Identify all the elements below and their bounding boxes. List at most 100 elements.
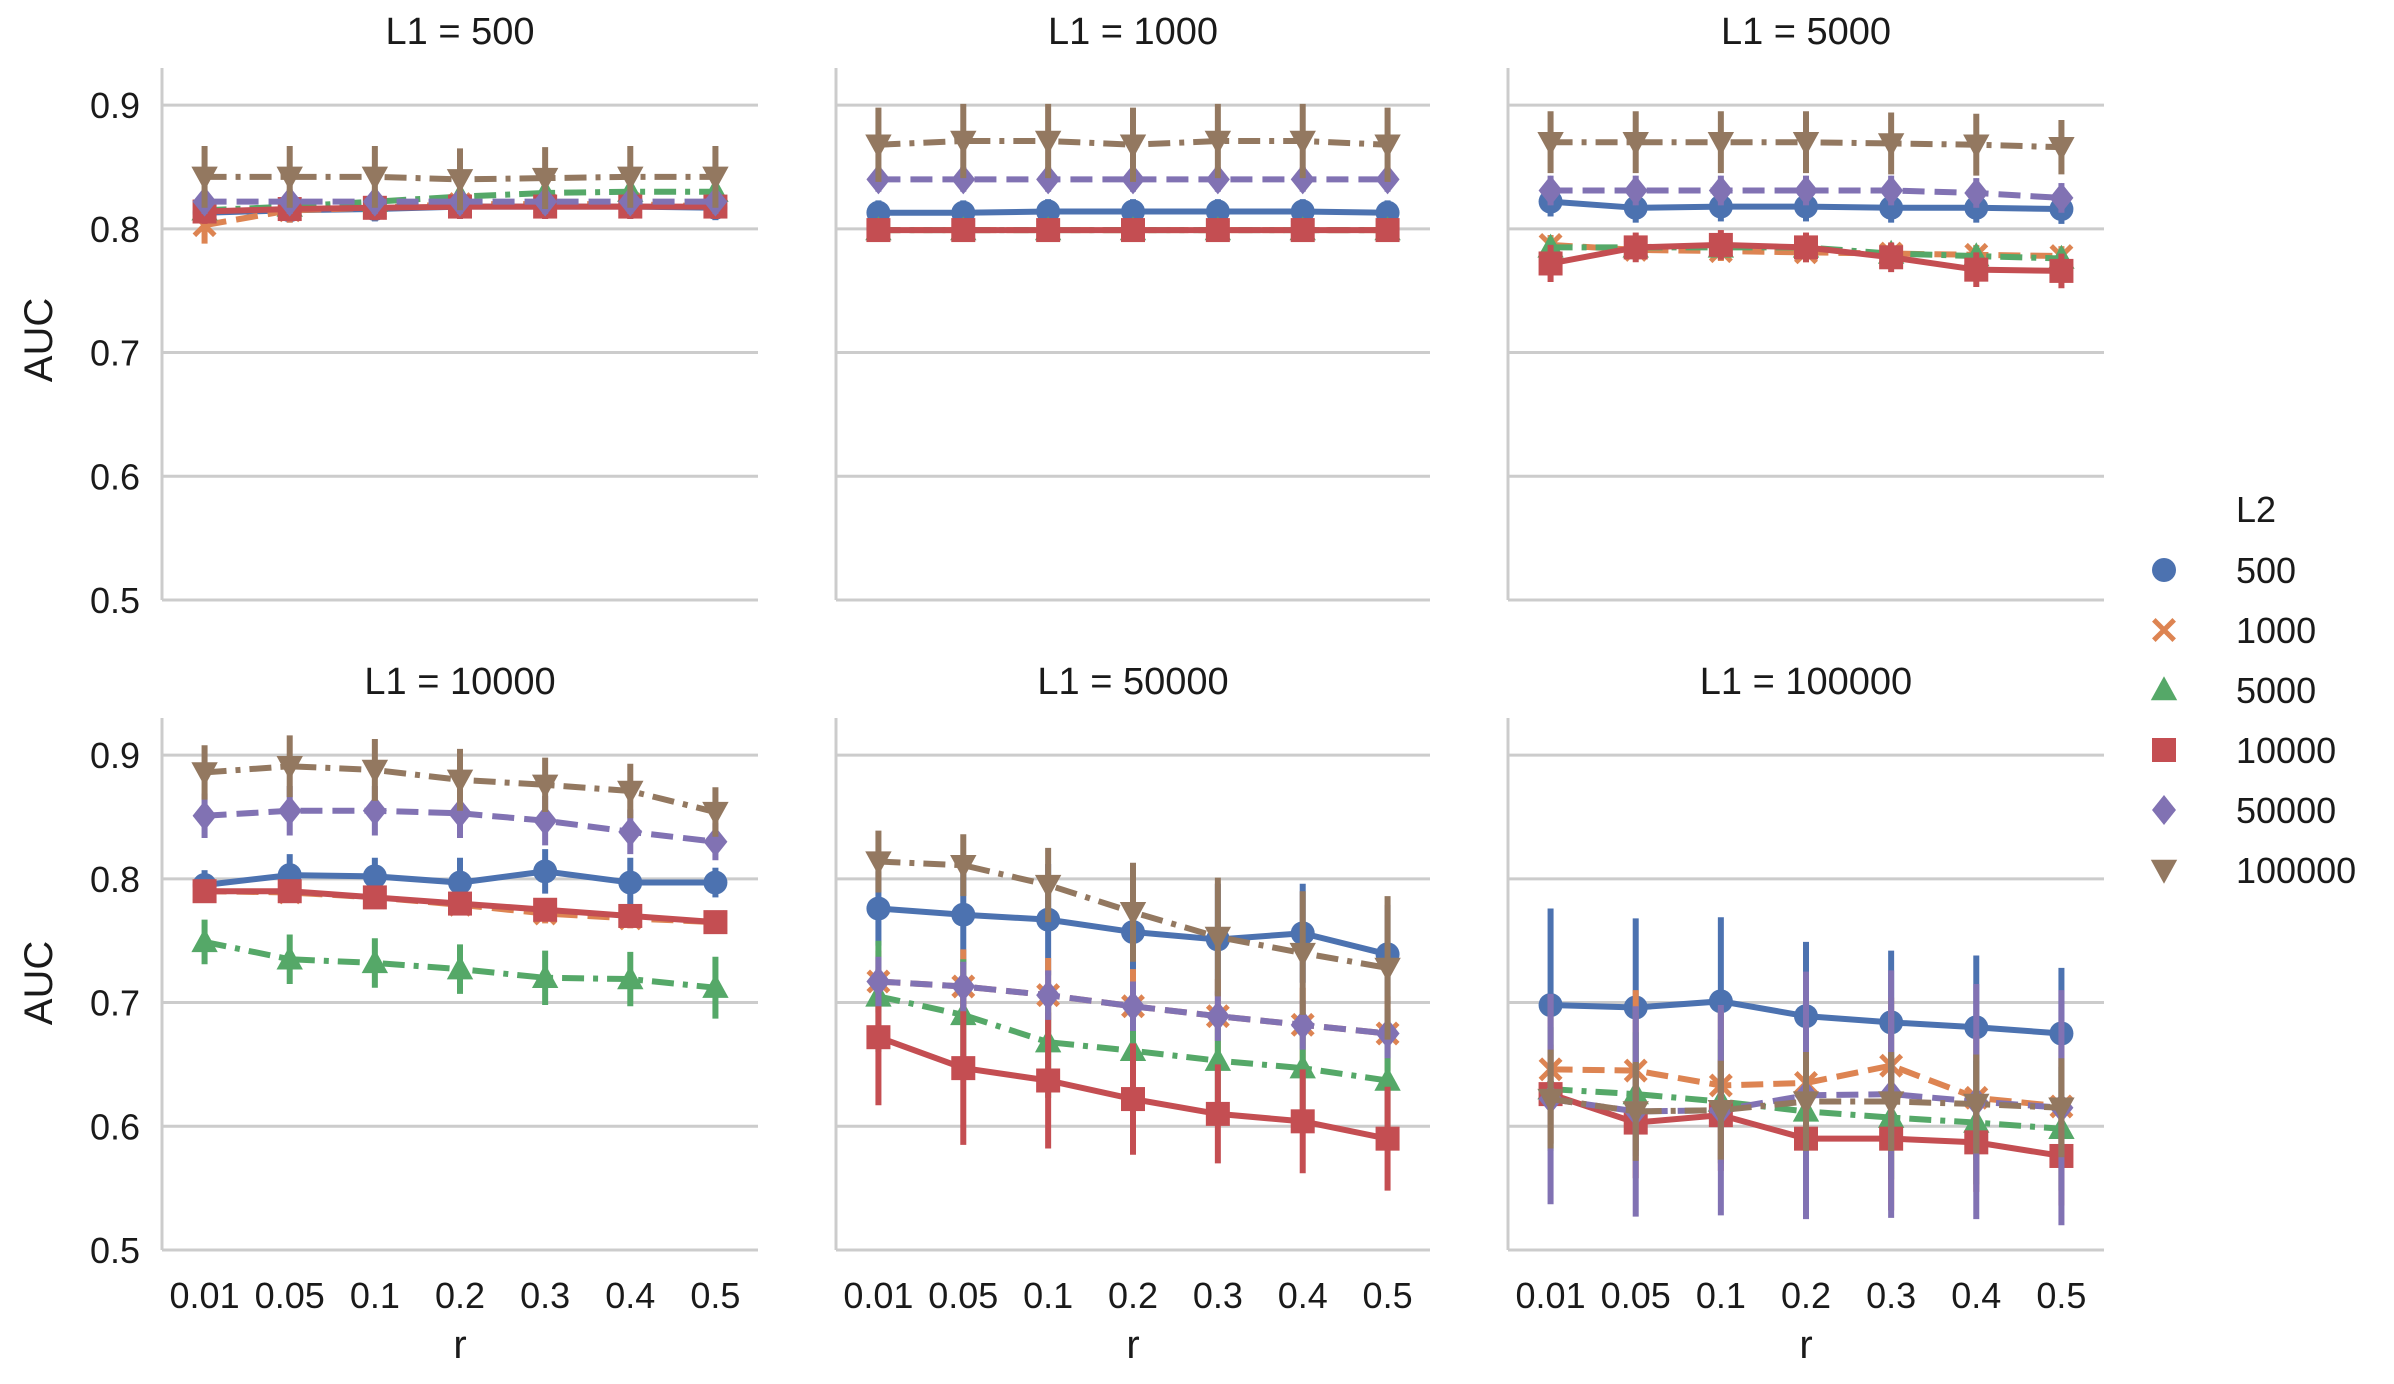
panel-title: L1 = 10000 [364,661,555,703]
y-tick-label: 0.9 [90,735,140,776]
series-10000 [1538,230,2074,289]
x-axis-label-col2: r [1126,1323,1139,1367]
x-axis-label-col3: r [1799,1323,1812,1367]
data-point [2049,182,2074,213]
x-tick-label: 0.01 [1516,1275,1586,1316]
x-tick-label: 0.1 [1696,1275,1746,1316]
x-tick-label: 0.5 [2036,1275,2086,1316]
data-point [361,166,389,191]
data-point [702,801,729,826]
series-5000 [191,919,729,1019]
data-point [362,885,387,910]
y-tick-label: 0.9 [90,85,140,126]
x-tick-label: 0.3 [1193,1275,1243,1316]
data-point [1036,218,1061,243]
data-point [1290,1009,1315,1040]
data-point [448,870,472,895]
y-tick-label: 0.7 [90,333,140,374]
legend-marker [2152,795,2176,825]
data-point [362,795,387,826]
data-point [1289,1054,1316,1079]
series-100000 [191,735,729,837]
data-point [1879,175,1904,206]
legend-item-1000: 1000 [2152,610,2316,651]
data-point [446,769,474,794]
legend-marker [2152,738,2176,762]
y-tick-label: 0.5 [90,580,140,621]
panel-title: L1 = 5000 [1721,11,1891,53]
data-point [2048,1097,2075,1122]
data-point [1879,195,1904,220]
y-axis-label-row1: AUC [17,298,61,382]
data-point [1290,218,1315,243]
data-point [533,897,558,922]
data-point [1290,164,1315,195]
data-point [1289,942,1316,967]
data-point [191,762,218,787]
data-point [276,945,303,970]
series-100000 [1537,1049,2075,1161]
x-tick-label: 0.01 [170,1275,240,1316]
legend-marker [2150,859,2178,884]
data-point [1036,1068,1061,1093]
data-point [950,855,977,880]
data-point [865,851,892,876]
data-point [1708,989,1733,1014]
data-point [1374,1066,1401,1091]
data-point [1538,251,1563,276]
data-point [950,130,977,155]
x-tick-label: 0.3 [520,1275,570,1316]
y-axis-label-row2: AUC [17,941,61,1025]
data-point [618,870,643,895]
data-point [448,798,472,829]
panel-title: L1 = 1000 [1048,11,1218,53]
data-point [1963,134,1990,159]
series-10000 [192,879,728,935]
data-point [617,166,644,191]
x-tick-label: 0.4 [605,1275,655,1316]
data-point [362,864,387,889]
y-tick-label: 0.8 [90,859,140,900]
data-point [617,780,644,805]
data-point [276,166,303,191]
data-point [2048,136,2075,161]
panel-5: L1 = 50000 0.01 0.05 0.1 0.2 0.3 0.4 0.5 [834,661,1430,1316]
data-point [951,164,976,195]
data-point [1375,1126,1400,1151]
data-point [192,879,217,904]
legend-label: 50000 [2236,790,2336,831]
data-point [531,774,559,799]
data-point [618,816,643,847]
legend-title: L2 [2236,489,2276,530]
legend-item-10000: 10000 [2152,730,2336,771]
panel-2: L1 = 1000 [834,11,1430,602]
data-point [703,826,728,857]
data-point [702,166,729,191]
series-100000 [865,103,1401,182]
legend-label: 5000 [2236,670,2316,711]
data-point [1374,957,1401,982]
data-point [446,169,474,194]
legend-items: 500 1000 5000 10000 50000 100000 [2150,550,2356,891]
panel-title: L1 = 50000 [1037,661,1228,703]
data-point [951,971,976,1002]
panel-3: L1 = 5000 [1506,11,2104,602]
legend-marker [2152,558,2176,582]
data-point [1121,199,1145,224]
data-point [1205,218,1230,243]
data-point [1205,1101,1230,1126]
data-point [1707,1099,1735,1124]
data-point [531,167,559,192]
data-point [1538,175,1563,206]
x-tick-label: 0.2 [1781,1275,1831,1316]
data-point [951,218,976,243]
x-tick-label: 0.05 [255,1275,325,1316]
data-point [866,966,891,997]
series-10000 [866,218,1400,243]
data-point [277,795,302,826]
legend-label: 100000 [2236,850,2356,891]
legend-item-100000: 100000 [2150,850,2356,891]
data-point [1034,130,1062,155]
x-tick-label: 0.05 [1601,1275,1671,1316]
